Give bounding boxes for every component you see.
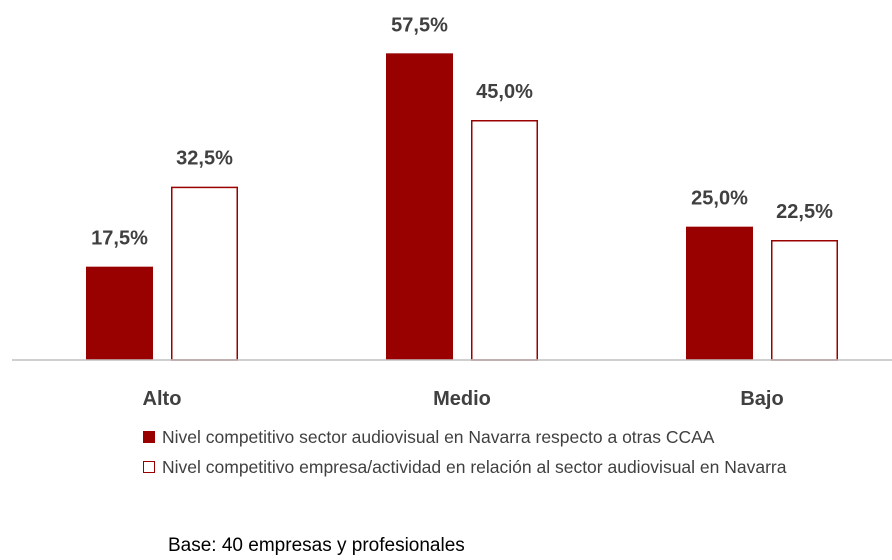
legend-item: Nivel competitivo sector audiovisual en …	[143, 424, 832, 450]
legend-label: Nivel competitivo empresa/actividad en r…	[162, 457, 787, 477]
legend-item: Nivel competitivo empresa/actividad en r…	[143, 454, 832, 480]
bar	[686, 226, 753, 360]
legend: Nivel competitivo sector audiovisual en …	[143, 424, 843, 484]
legend-swatch	[143, 461, 155, 473]
bar	[386, 53, 453, 360]
bar	[171, 186, 238, 361]
bar	[771, 240, 838, 361]
value-label: 32,5%	[176, 148, 233, 170]
value-label: 17,5%	[91, 228, 148, 250]
x-tick-label: Alto	[143, 388, 182, 410]
legend-label: Nivel competitivo sector audiovisual en …	[162, 427, 715, 447]
x-tick-label: Medio	[433, 388, 491, 410]
value-label: 45,0%	[476, 81, 533, 103]
bar	[471, 120, 538, 361]
note: Base: 40 empresas y profesionales	[168, 535, 465, 556]
value-label: 25,0%	[691, 188, 748, 210]
bar	[86, 266, 153, 360]
x-tick-label: Bajo	[740, 388, 783, 410]
value-label: 22,5%	[776, 201, 833, 223]
legend-swatch	[143, 431, 155, 443]
value-label: 57,5%	[391, 14, 448, 36]
